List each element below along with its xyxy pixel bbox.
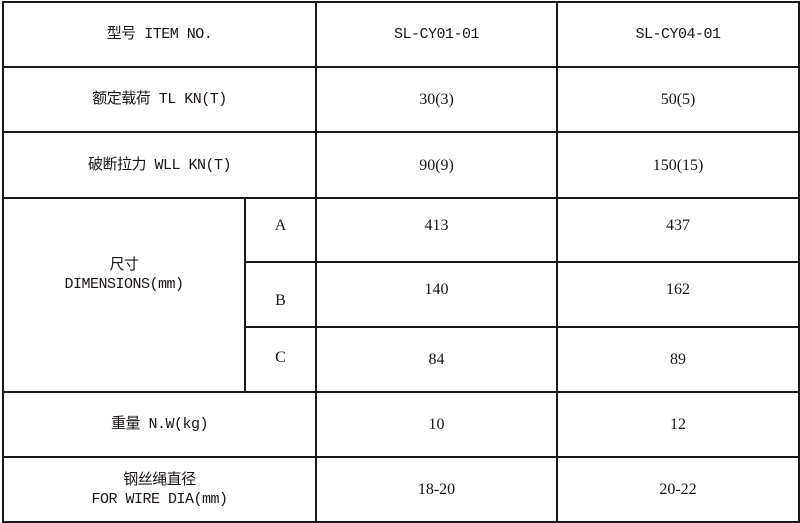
dimensions-label-en: DIMENSIONS(mm) (64, 276, 184, 293)
breaking-load-row: 破断拉力 WLL KN(T) 90(9) 150(15) (1, 131, 800, 199)
dimension-a-1: 413 (315, 197, 559, 263)
dimension-key: B (243, 261, 318, 328)
header-row: 型号 ITEM NO. SL-CY01-01 SL-CY04-01 (1, 1, 800, 68)
model-2: SL-CY04-01 (556, 1, 800, 68)
wire-dia-1: 18-20 (315, 456, 559, 523)
dimension-a-2: 437 (556, 197, 800, 263)
dimension-key: A (243, 197, 318, 263)
wire-dia-row: 钢丝绳直径 FOR WIRE DIA(mm) 18-20 20-22 (1, 456, 800, 523)
rated-load-row: 额定载荷 TL KN(T) 30(3) 50(5) (1, 66, 800, 133)
weight-label: 重量 N.W(kg) (1, 391, 318, 458)
dimension-row-b: B 140 162 (3, 261, 800, 328)
dimension-row-c: C 84 89 (3, 326, 800, 393)
weight-1: 10 (315, 391, 559, 458)
item-no-label: 型号 ITEM NO. (1, 1, 318, 68)
rated-load-2: 50(5) (556, 66, 800, 133)
dimension-b-1: 140 (315, 261, 559, 328)
wire-dia-2: 20-22 (556, 456, 800, 523)
dimension-key: C (243, 326, 318, 393)
dimension-b-2: 162 (556, 261, 800, 328)
breaking-load-2: 150(15) (556, 131, 800, 199)
wire-dia-label-cn: 钢丝绳直径 (123, 471, 196, 489)
dimension-row-a: 尺寸 DIMENSIONS(mm) A 413 437 (2, 197, 800, 393)
breaking-load-label: 破断拉力 WLL KN(T) (1, 131, 318, 199)
rated-load-1: 30(3) (315, 66, 559, 133)
weight-2: 12 (556, 391, 800, 458)
model-1: SL-CY01-01 (315, 1, 559, 68)
dimensions-label-cn: 尺寸 (109, 257, 139, 274)
dimension-c-1: 84 (315, 326, 559, 393)
breaking-load-1: 90(9) (315, 131, 559, 199)
wire-dia-label-en: FOR WIRE DIA(mm) (91, 490, 228, 508)
rated-load-label: 额定载荷 TL KN(T) (1, 66, 318, 133)
weight-row: 重量 N.W(kg) 10 12 (1, 391, 800, 458)
wire-dia-label: 钢丝绳直径 FOR WIRE DIA(mm) (1, 456, 318, 523)
dimension-c-2: 89 (556, 326, 800, 393)
dimensions-label: 尺寸 DIMENSIONS(mm) (2, 197, 246, 393)
